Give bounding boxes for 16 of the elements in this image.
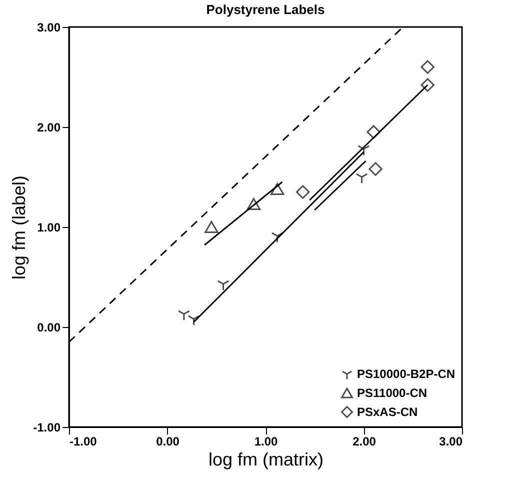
legend-label: PS10000-B2P-CN <box>357 367 456 381</box>
x-tick-label: -1.00 <box>70 434 98 448</box>
legend-label: PS11000-CN <box>357 386 428 400</box>
legend-label: PSxAS-CN <box>357 405 418 419</box>
x-tick-label: 3.00 <box>439 434 463 448</box>
x-tick-label: 2.00 <box>352 434 376 448</box>
x-tick-label: 1.00 <box>254 434 278 448</box>
y-tick-label: 0.00 <box>37 320 61 334</box>
chart-title: Polystyrene Labels <box>206 2 325 17</box>
y-tick-label: 2.00 <box>37 120 61 134</box>
x-tick-label: 0.00 <box>156 434 180 448</box>
y-axis-title: log fm (label) <box>9 175 30 280</box>
y-tick-label: 1.00 <box>37 220 61 234</box>
y-tick-label: 3.00 <box>37 20 61 34</box>
y-tick-label: -1.00 <box>33 420 61 434</box>
x-axis-title: log fm (matrix) <box>208 450 324 470</box>
